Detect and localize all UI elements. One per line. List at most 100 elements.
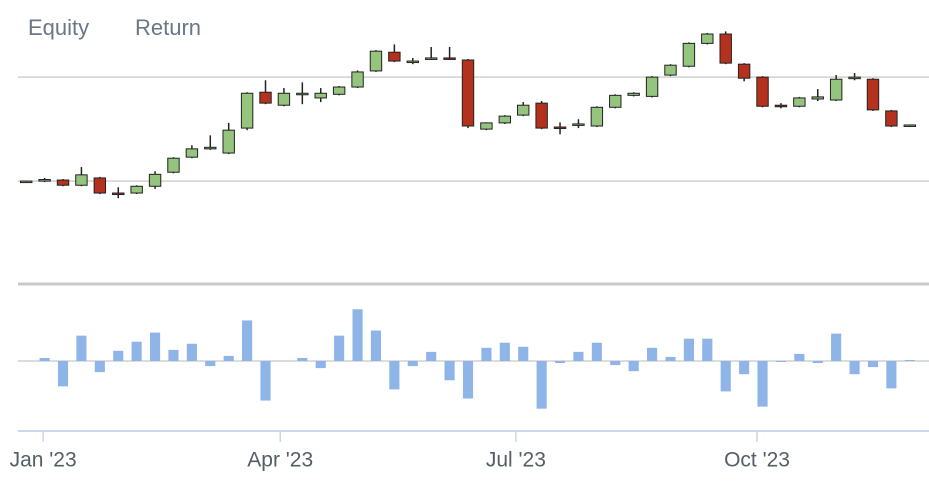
candle-body: [93, 177, 107, 194]
bar: [554, 361, 566, 364]
bar: [683, 338, 694, 361]
bar: [223, 355, 234, 361]
bar: [186, 343, 197, 361]
candle-body: [240, 92, 254, 129]
bar: [757, 361, 768, 407]
candle-body: [38, 179, 51, 182]
candle-body: [204, 146, 217, 150]
candle-body: [682, 42, 696, 67]
candle-body: [222, 129, 235, 154]
bar: [462, 361, 474, 399]
candle-body: [259, 91, 272, 104]
candle-body: [866, 78, 880, 111]
bar: [94, 361, 105, 373]
candle-body: [369, 50, 383, 72]
bar: [113, 350, 124, 361]
candle-body: [590, 106, 604, 127]
candle-body: [535, 102, 548, 129]
bar: [499, 342, 510, 361]
bar: [131, 341, 142, 361]
candle-body: [424, 57, 438, 60]
bar: [389, 361, 400, 390]
candle-body: [56, 179, 70, 186]
candle-body: [627, 92, 640, 96]
candle-body: [903, 124, 917, 127]
candle-body: [517, 104, 530, 116]
bar: [57, 361, 69, 387]
candle-body: [148, 173, 162, 187]
bar: [867, 361, 879, 368]
candle-body: [314, 92, 327, 99]
bar: [315, 361, 326, 369]
bar: [149, 332, 161, 361]
x-tick-label: Jul '23: [486, 449, 546, 472]
candle-body: [848, 76, 861, 80]
bar: [573, 351, 584, 361]
bar: [702, 338, 713, 361]
candle-body: [756, 76, 769, 107]
bar: [886, 361, 897, 389]
bar: [739, 361, 750, 375]
candle-body: [553, 126, 567, 130]
candle-body: [388, 51, 401, 62]
candle-body: [572, 123, 585, 126]
bar: [297, 357, 308, 361]
candle-body: [498, 115, 512, 124]
candle-body: [351, 71, 364, 88]
bar: [352, 309, 363, 361]
bar: [647, 347, 658, 361]
candle-body: [645, 76, 659, 97]
candle-body: [701, 33, 714, 44]
candle-body: [811, 96, 824, 100]
candle-body: [719, 33, 732, 64]
tab[interactable]: Equity: [28, 15, 89, 40]
candle-body: [664, 64, 677, 76]
bar: [168, 349, 179, 361]
bar: [775, 361, 787, 363]
candle-body: [793, 97, 806, 107]
bar: [591, 342, 602, 361]
candle-body: [19, 180, 33, 184]
bar: [334, 335, 345, 361]
candle-body: [480, 122, 493, 130]
bar: [444, 361, 455, 381]
candle-body: [609, 94, 622, 108]
candle-body: [277, 92, 291, 106]
tab[interactable]: Return: [135, 15, 201, 40]
bar: [849, 361, 860, 375]
bar: [39, 357, 50, 361]
bar: [610, 361, 621, 366]
candle-body: [443, 57, 456, 60]
bar: [76, 335, 87, 361]
bar: [518, 346, 529, 361]
candle-body: [885, 110, 898, 127]
bar: [794, 353, 805, 361]
candle-body: [406, 60, 419, 64]
bar: [242, 320, 253, 361]
bar: [628, 361, 639, 372]
candle-body: [461, 59, 475, 127]
bar: [407, 361, 418, 367]
candle-body: [829, 78, 843, 101]
candle-body: [75, 174, 88, 186]
bar: [426, 351, 437, 361]
bar: [812, 361, 823, 364]
candle-body: [167, 157, 180, 173]
bar: [481, 347, 492, 361]
bar: [904, 359, 915, 361]
candle-body: [112, 192, 125, 196]
bar: [205, 361, 216, 367]
candle-body: [296, 92, 309, 96]
bar: [665, 356, 676, 361]
candle-body: [737, 63, 751, 79]
x-tick-label: Jan '23: [10, 449, 77, 472]
candle-body: [774, 104, 788, 108]
candle-body: [185, 148, 199, 158]
bar: [831, 333, 842, 361]
bar: [720, 361, 731, 392]
bar: [536, 361, 547, 409]
candle-body: [332, 86, 346, 95]
bar: [260, 361, 271, 401]
x-tick-label: Oct '23: [724, 449, 790, 472]
